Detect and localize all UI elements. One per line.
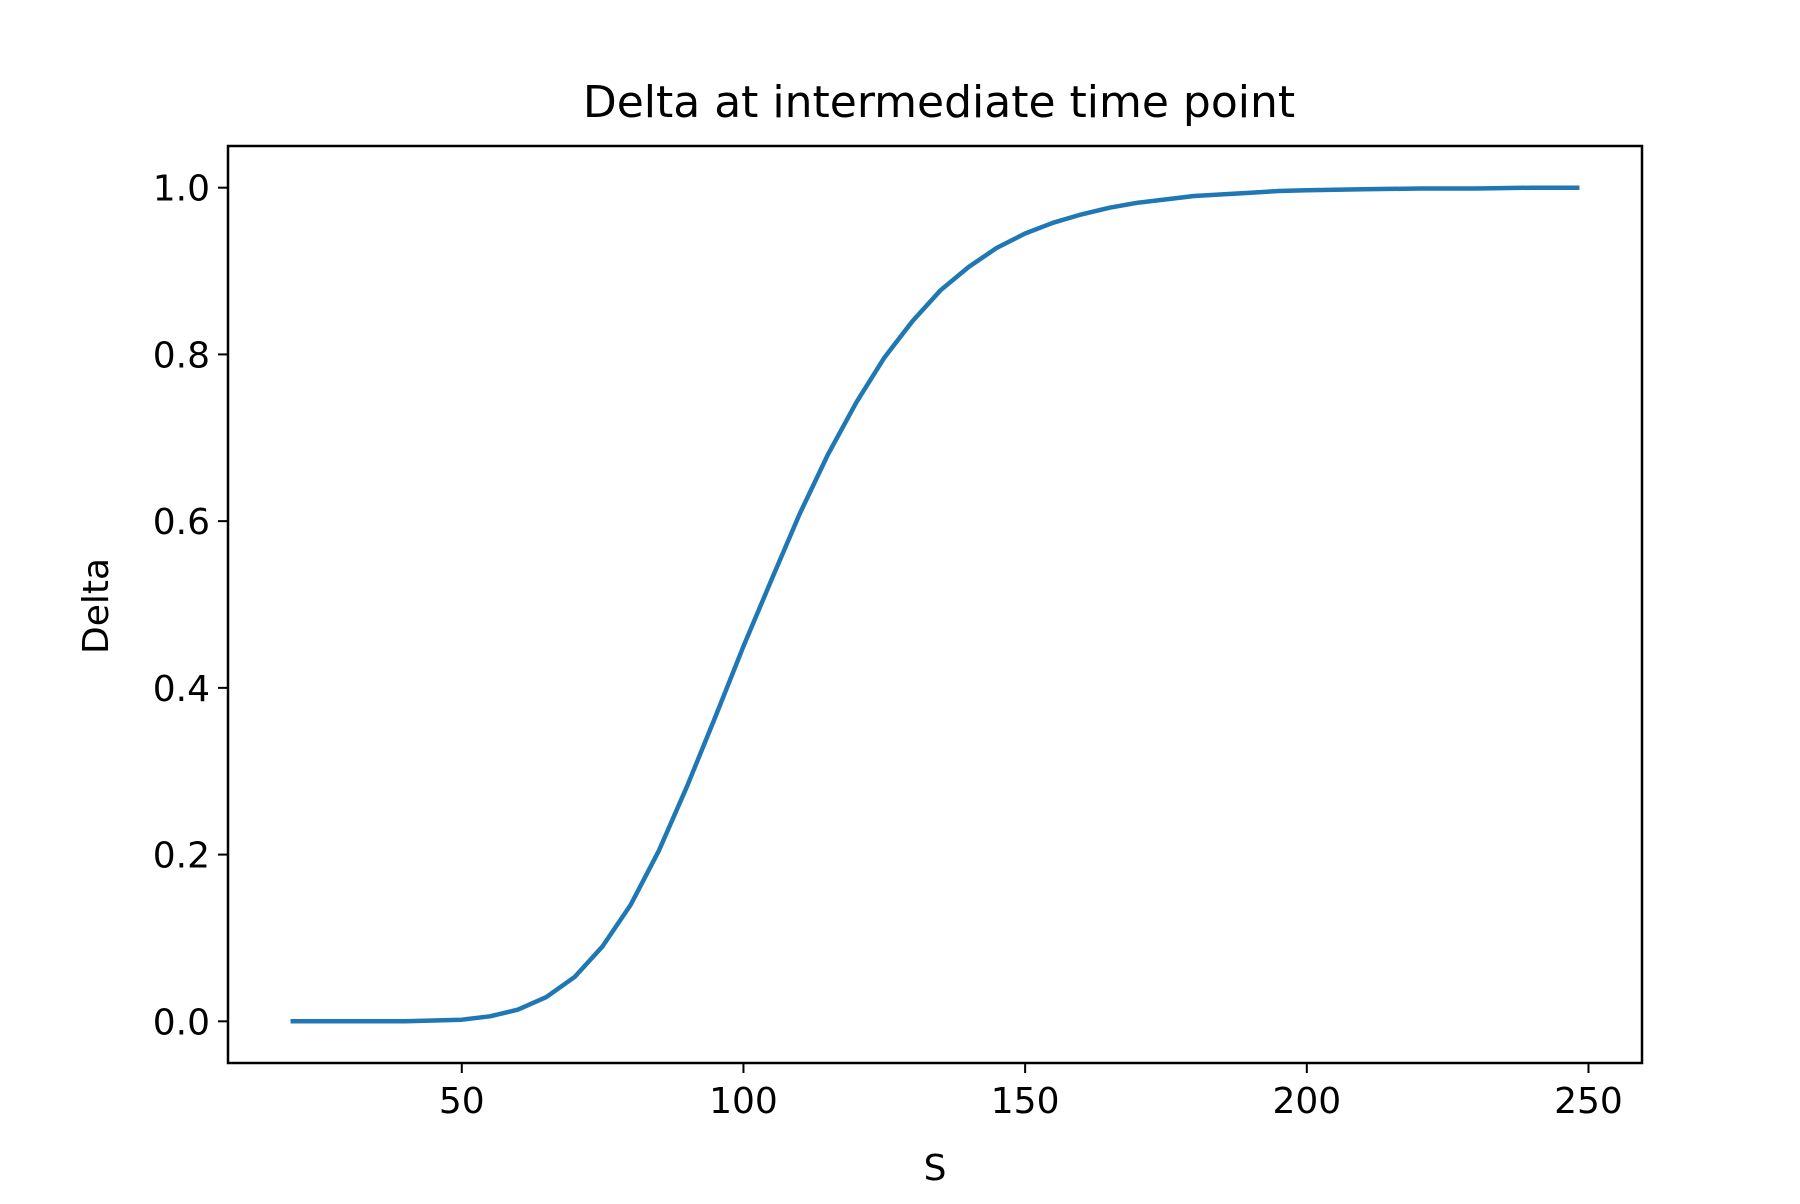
x-tick-label: 50 — [439, 1081, 485, 1122]
plot-area-frame — [226, 144, 1644, 1065]
y-tick-label: 0.4 — [153, 669, 210, 710]
y-axis-label: Delta — [76, 558, 117, 654]
x-tick-label: 200 — [1272, 1081, 1341, 1122]
x-axis-ticks: 50 100 150 200 250 — [439, 1063, 1623, 1122]
x-tick-label: 100 — [709, 1081, 778, 1122]
y-tick-label: 0.6 — [153, 502, 210, 543]
chart-title: Delta at intermediate time point — [583, 77, 1295, 128]
series-layer — [290, 185, 1580, 1024]
y-tick-label: 0.0 — [153, 1002, 210, 1043]
x-tick-label: 150 — [991, 1081, 1060, 1122]
y-tick-label: 0.2 — [153, 836, 210, 877]
x-axis-label: S — [924, 1148, 947, 1189]
y-tick-label: 1.0 — [153, 169, 210, 210]
y-axis-ticks: 0.0 0.2 0.4 0.6 0.8 1.0 — [153, 169, 228, 1043]
series-line — [290, 185, 1580, 1024]
y-tick-label: 0.8 — [153, 335, 210, 376]
x-tick-label: 250 — [1554, 1081, 1623, 1122]
